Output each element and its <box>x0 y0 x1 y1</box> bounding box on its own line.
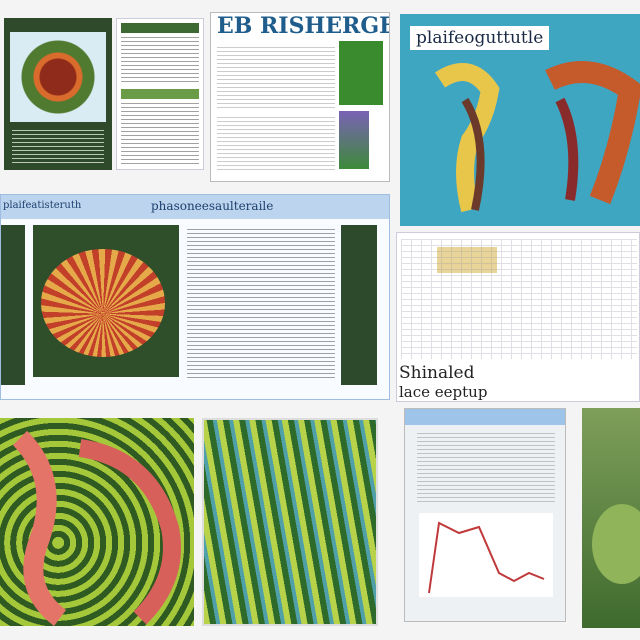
tile-creature-poster: plaifeoguttutle <box>400 14 640 226</box>
creature-image <box>430 60 640 220</box>
tile-data-sheet <box>116 18 204 170</box>
frog-image <box>592 504 640 584</box>
tile-spreadsheet: Shinaled lace eeptup <box>396 232 640 402</box>
dandelion-image <box>10 32 106 122</box>
tentacle-image <box>0 418 194 626</box>
tile-frog-image <box>582 408 640 628</box>
tile-tentacle-image <box>0 418 194 626</box>
tile-dandelion-poster <box>4 18 112 170</box>
spreadsheet-heading-1: Shinaled <box>399 363 475 383</box>
coral-fan-image <box>41 249 165 357</box>
tile-poster-report: EB RISHERGE <box>210 12 390 182</box>
tile-coral-slide: plaifeatisteruth phasoneesaulteraile <box>0 194 390 400</box>
algae-image <box>204 420 376 624</box>
creature-heading: plaifeoguttutle <box>410 26 550 50</box>
tile-algae-image <box>202 418 378 626</box>
poster-heading: EB RISHERGE <box>217 13 390 39</box>
tile-chart-document <box>404 408 566 622</box>
spreadsheet-heading-2: lace eeptup <box>399 383 488 401</box>
line-chart-image <box>419 513 553 597</box>
slide-header-center: phasoneesaulteraile <box>151 199 274 213</box>
slide-header-left: plaifeatisteruth <box>3 200 82 211</box>
